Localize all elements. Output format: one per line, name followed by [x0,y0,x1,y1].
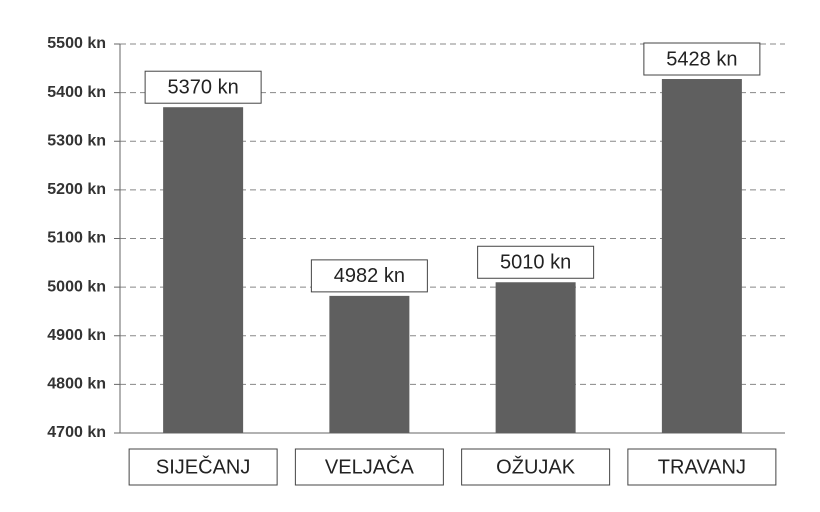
x-tick-label: VELJAČA [325,455,415,478]
y-tick-label: 5300 kn [47,132,106,149]
bar [495,282,576,433]
category-box [294,448,444,486]
y-tick-label: 4900 kn [47,327,106,344]
bar [163,107,244,434]
value-label: 5428 kn [666,48,737,70]
y-tick-label: 5500 kn [47,35,106,52]
category-box [627,448,777,486]
bar [329,295,410,433]
value-label-box [310,259,428,293]
y-tick-label: 4700 kn [47,424,106,441]
y-tick-label: 5000 kn [47,278,106,295]
x-tick-label: OŽUJAK [496,455,576,478]
y-tick-label: 5200 kn [47,181,106,198]
y-tick-label: 4800 kn [47,376,106,393]
category-box [461,448,611,486]
bar [661,79,742,433]
x-tick-label: SIJEČANJ [156,455,250,478]
value-label-box [144,70,262,104]
value-label-box [643,42,761,76]
y-tick-label: 5100 kn [47,230,106,247]
value-label: 4982 kn [334,265,405,287]
y-tick-label: 5400 kn [47,84,106,101]
value-label: 5370 kn [168,76,239,98]
x-tick-label: TRAVANJ [658,456,746,478]
value-label: 5010 kn [500,252,571,274]
value-label-box [477,245,595,279]
category-box [128,448,278,486]
